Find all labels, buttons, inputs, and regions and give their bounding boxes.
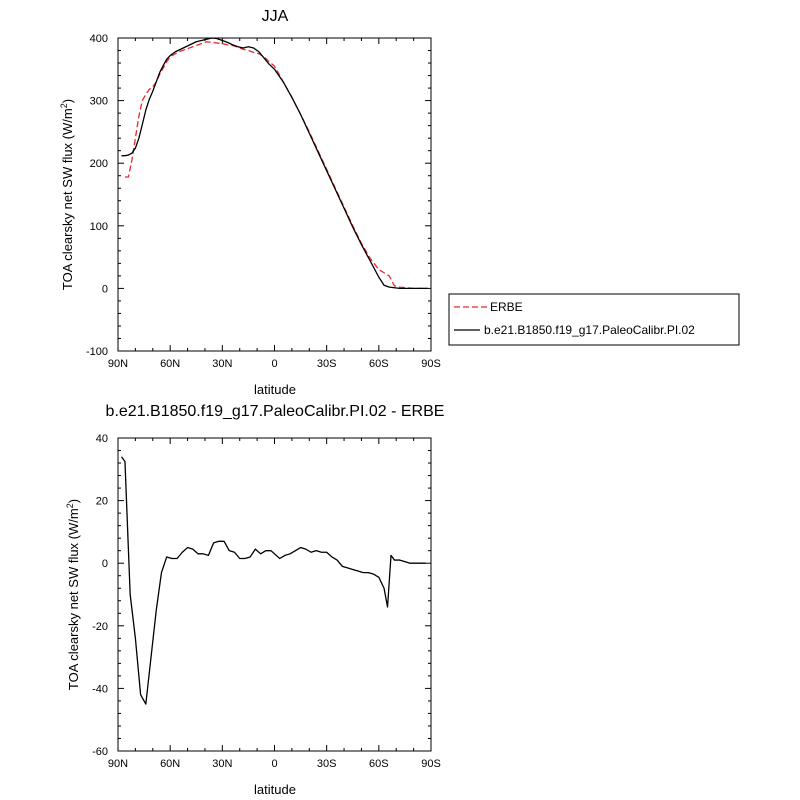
bottom-y-axis-title-superscript: 2 [65, 503, 75, 508]
bottom-y-tick-label: 0 [102, 558, 108, 570]
top-plot-title: JJA [262, 8, 289, 25]
bottom-x-tick-label: 90S [421, 758, 441, 770]
bottom-y-tick-label: -60 [92, 746, 108, 758]
legend: ERBE b.e21.B1850.f19_g17.PaleoCalibr.PI.… [448, 293, 740, 346]
bottom-x-axis-title: latitude [254, 782, 296, 797]
top-x-tick-label: 90N [108, 358, 128, 370]
bottom-y-tick-label: 40 [96, 433, 108, 445]
top-x-tick-label: 30S [317, 358, 337, 370]
top-x-axis-title: latitude [254, 382, 296, 397]
bottom-panel: b.e21.B1850.f19_g17.PaleoCalibr.PI.02 - … [65, 403, 444, 797]
bottom-series-line-0 [120, 456, 426, 705]
top-x-tick-label: 60N [160, 358, 180, 370]
top-series-group [121, 37, 428, 290]
bottom-y-tick-label: 20 [96, 496, 108, 508]
bottom-x-tick-label: 30N [212, 758, 232, 770]
top-x-tick-label: 90S [421, 358, 441, 370]
bottom-plot-title: b.e21.B1850.f19_g17.PaleoCalibr.PI.02 - … [106, 403, 445, 420]
top-y-axis-title: TOA clearsky net SW flux (W/m2) [59, 99, 75, 290]
top-series-line-0 [124, 41, 428, 290]
bottom-y-tick-label: -20 [92, 621, 108, 633]
top-y-tick-label: 0 [102, 283, 108, 295]
top-x-tick-label: 60S [369, 358, 389, 370]
top-y-tick-label: -100 [86, 346, 108, 358]
legend-label-erbe: ERBE [490, 300, 523, 314]
top-series-line-1 [121, 37, 428, 290]
top-y-tick-label: 200 [90, 158, 108, 170]
top-y-axis-title-main: TOA clearsky net SW flux (W/m [60, 108, 75, 290]
bottom-x-tick-label: 60S [369, 758, 389, 770]
bottom-y-axis-title: TOA clearsky net SW flux (W/m2) [65, 499, 81, 690]
top-y-tick-label: 300 [90, 96, 108, 108]
bottom-y-tick-label: -40 [92, 683, 108, 695]
top-panel: JJA 90N 60N 30N 0 30S 60S 90S -100 0 100 200 300 400… [59, 8, 441, 397]
legend-label-model: b.e21.B1850.f19_g17.PaleoCalibr.PI.02 [484, 323, 695, 337]
bottom-x-tick-label: 60N [160, 758, 180, 770]
bottom-x-tick-label: 30S [317, 758, 337, 770]
top-plot-frame [117, 37, 432, 352]
bottom-axis-ticks: 90N 60N 30N 0 30S 60S 90S -60 -40 -20 0 20 40 [92, 433, 441, 770]
bottom-y-axis-title-close: ) [66, 499, 81, 503]
bottom-x-tick-label: 90N [108, 758, 128, 770]
bottom-y-axis-title-main: TOA clearsky net SW flux (W/m [66, 508, 81, 690]
legend-box [448, 293, 740, 346]
top-y-tick-label: 400 [90, 33, 108, 45]
top-y-axis-title-superscript: 2 [59, 103, 69, 108]
top-x-tick-label: 0 [271, 358, 277, 370]
top-y-tick-label: 100 [90, 221, 108, 233]
bottom-series-group [120, 456, 426, 705]
top-y-axis-title-close: ) [60, 99, 75, 103]
bottom-plot-frame [117, 437, 432, 752]
bottom-x-tick-label: 0 [271, 758, 277, 770]
top-x-tick-label: 30N [212, 358, 232, 370]
top-axis-ticks: 90N 60N 30N 0 30S 60S 90S -100 0 100 200 300 400 [86, 33, 441, 370]
